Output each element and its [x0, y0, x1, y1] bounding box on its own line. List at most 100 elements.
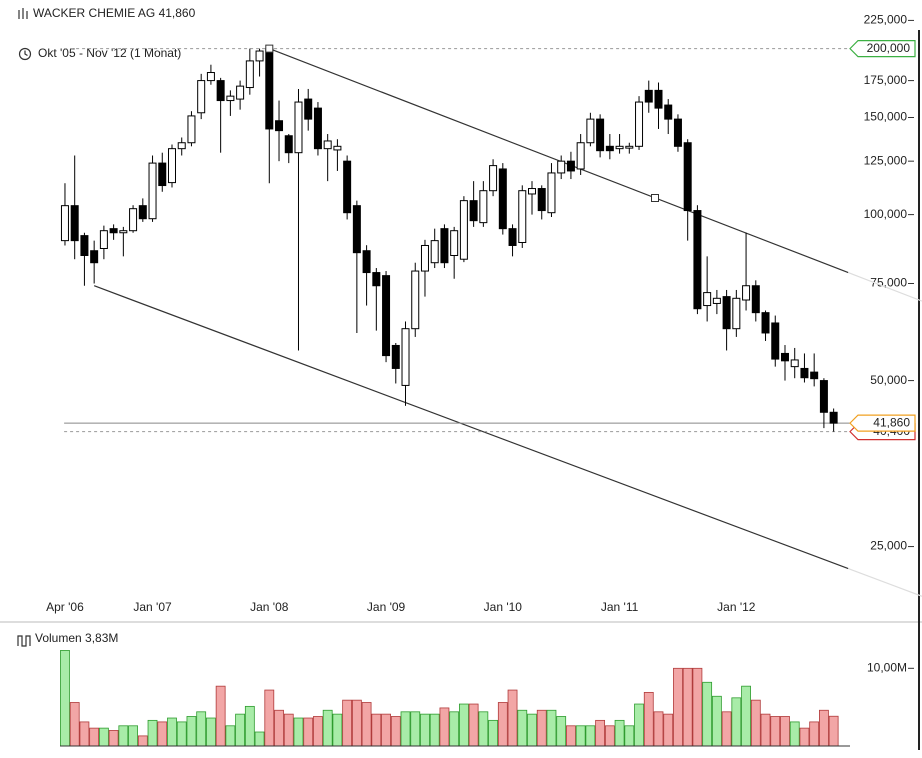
volume-bar: [604, 725, 615, 747]
candle-body: [401, 328, 410, 386]
candle-body: [236, 85, 245, 100]
volume-bar: [750, 699, 761, 747]
candle-body: [761, 312, 770, 334]
price-marker-label: 41,860: [873, 415, 910, 429]
candle-body: [343, 160, 352, 214]
volume-bar: [634, 703, 644, 747]
candle-body: [790, 359, 799, 368]
candle-body: [411, 270, 420, 330]
candle-body: [819, 380, 828, 413]
title-icon: [18, 8, 28, 19]
candle-body: [148, 162, 157, 220]
volume-bar: [79, 721, 90, 747]
volume-bar: [264, 689, 275, 747]
candle-body: [742, 285, 751, 301]
volume-bar: [819, 709, 829, 747]
candle-body: [265, 48, 274, 130]
candle-body: [206, 72, 215, 82]
candle-body: [391, 344, 400, 369]
x-tick-label: Jan '12: [717, 600, 756, 614]
y-tick-label: 150,000: [864, 110, 908, 124]
volume-bar: [89, 727, 100, 747]
candle-body: [90, 250, 99, 264]
volume-bar: [449, 711, 460, 747]
volume-bar: [157, 721, 168, 747]
volume-bar: [458, 703, 469, 747]
volume-bar: [244, 705, 255, 747]
volume-bar: [585, 725, 596, 747]
volume-bar: [614, 719, 625, 747]
candle-body: [469, 200, 478, 222]
candle-body: [304, 98, 313, 120]
candle-body: [673, 118, 682, 147]
volume-bar: [682, 667, 693, 747]
candle-body: [479, 190, 488, 224]
candle-body: [596, 118, 605, 152]
candle-body: [216, 80, 225, 102]
volume-bar: [653, 711, 664, 747]
y-tick-label: 25,000: [870, 539, 907, 553]
volume-bar: [556, 716, 567, 747]
volume-bar: [400, 711, 411, 747]
volume-bar: [429, 713, 440, 747]
candle-body: [333, 145, 342, 151]
volume-bar: [497, 702, 508, 747]
candle-body: [352, 205, 361, 254]
volume-bar: [235, 713, 246, 747]
candle-body: [313, 107, 322, 150]
candle-body: [226, 95, 235, 102]
volume-bar: [799, 727, 810, 747]
volume-bar: [342, 699, 353, 747]
x-tick-label: Apr '06: [46, 600, 84, 614]
candle-body: [158, 162, 167, 187]
volume-bar: [760, 713, 771, 747]
candle-body: [167, 148, 176, 184]
y-tick-label: 125,000: [864, 153, 908, 167]
candle-body: [625, 145, 634, 149]
volume-bar: [147, 719, 158, 747]
volume-bar: [731, 697, 742, 747]
trendline: [269, 48, 849, 274]
volume-bar: [770, 716, 781, 747]
volume-bar: [439, 707, 450, 747]
volume-bar: [624, 725, 635, 747]
candle-body: [450, 230, 459, 256]
trendline-extension: [848, 568, 922, 597]
volume-bar: [410, 711, 421, 747]
price-marker-label: 200,000: [867, 41, 911, 55]
candle-body: [138, 205, 147, 220]
candle-body: [644, 89, 653, 103]
y-tick-label: 175,000: [864, 73, 908, 87]
candle-body: [498, 168, 507, 230]
volume-bar: [186, 716, 197, 747]
candle-body: [771, 322, 780, 360]
volume-bar: [517, 709, 528, 747]
candle-body: [372, 272, 381, 287]
candle-body: [489, 165, 498, 192]
volume-bar: [60, 650, 70, 747]
volume-bar: [283, 713, 294, 747]
candle-body: [615, 145, 624, 150]
candle-body: [654, 89, 663, 109]
clock-hand: [24, 50, 28, 57]
volume-bar: [381, 713, 391, 747]
volume-bar: [313, 716, 323, 747]
volume-bar: [643, 691, 654, 747]
volume-bar: [527, 713, 537, 747]
chart-title: WACKER CHEMIE AG 41,860: [33, 6, 196, 20]
candle-body: [129, 208, 138, 232]
candle-body: [566, 160, 575, 172]
volume-bar: [702, 681, 713, 747]
candle-body: [459, 200, 468, 260]
volume-bar: [711, 695, 722, 747]
volume-bar: [536, 709, 547, 747]
candle-body: [420, 244, 429, 272]
candle-body: [362, 250, 371, 274]
volume-bar: [721, 711, 732, 747]
volume-bar: [215, 685, 226, 747]
trendline: [93, 285, 849, 570]
candle-body: [245, 60, 254, 89]
y-tick-label: 100,000: [864, 207, 908, 221]
candle-body: [829, 411, 838, 424]
